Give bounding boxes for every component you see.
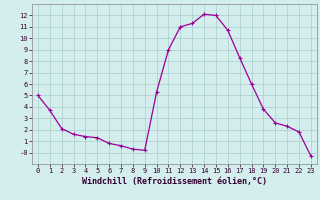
X-axis label: Windchill (Refroidissement éolien,°C): Windchill (Refroidissement éolien,°C) [82, 177, 267, 186]
